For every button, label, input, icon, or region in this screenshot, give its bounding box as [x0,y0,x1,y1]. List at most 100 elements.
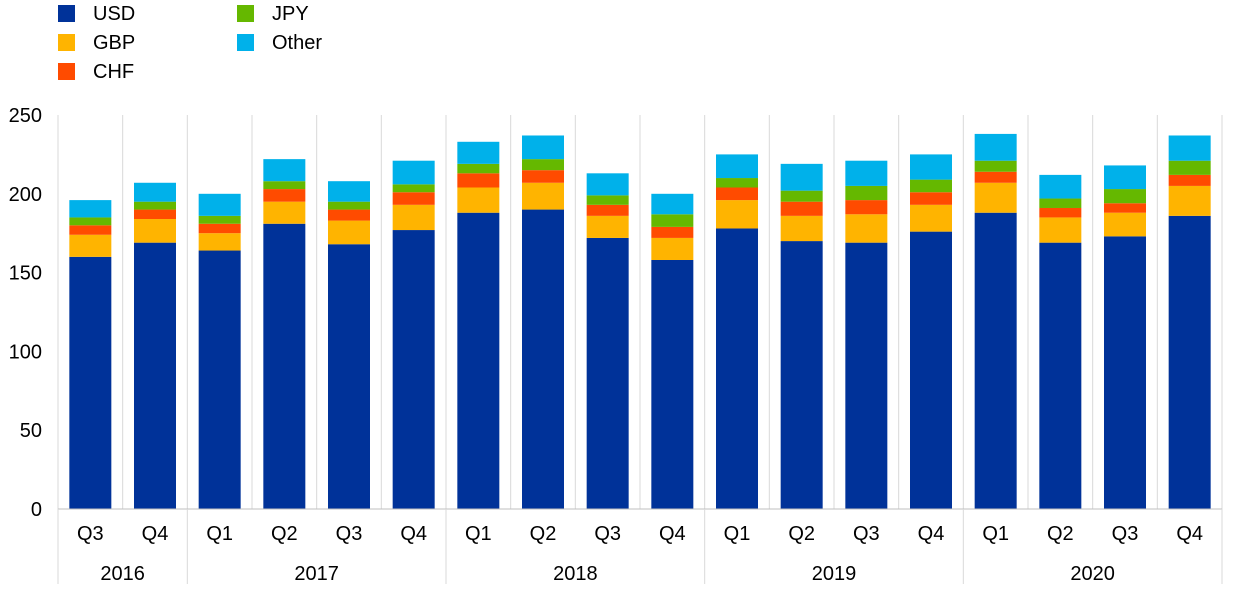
bar-group-4 [263,159,306,509]
bar-group-7 [457,141,500,509]
bar-segment-jpy [845,185,888,201]
bar-segment-usd [651,259,694,509]
x-tick-label-q4: Q4 [1176,523,1203,545]
bar-segment-other [69,200,112,218]
bar-segment-other [1168,135,1211,161]
bar-segment-other [134,182,176,202]
bar-segment-usd [910,231,952,509]
bar-segment-jpy [522,159,564,171]
bar-segment-jpy [1168,160,1211,175]
x-tick-label-q1: Q1 [724,523,751,545]
bar-segment-other [716,154,758,179]
legend-item-gbp: GBP [58,32,135,54]
bars [69,133,1211,510]
bar-segment-gbp [586,215,629,238]
bar-segment-other [1039,174,1082,199]
bar-segment-other [457,141,500,164]
bar-segment-gbp [522,182,564,210]
year-label-2020: 2020 [1070,563,1115,585]
bar-segment-jpy [910,179,952,193]
legend-label-other: Other [272,32,322,54]
bar-segment-usd [392,230,435,509]
bar-group-16 [1039,174,1082,509]
bar-segment-gbp [392,204,435,231]
bar-group-2 [134,182,176,509]
bar-segment-gbp [1168,185,1211,216]
bar-segment-jpy [263,181,306,190]
bar-segment-chf [1039,207,1082,218]
bar-segment-gbp [910,204,952,232]
legend-item-chf: CHF [58,61,134,83]
bar-group-15 [974,133,1017,509]
bar-group-1 [69,200,112,509]
bar-segment-jpy [780,190,823,202]
bar-segment-usd [198,250,241,509]
legend-label-gbp: GBP [93,32,135,54]
y-tick-label-0: 0 [31,499,42,521]
bar-segment-other [845,160,888,186]
bar-segment-usd [586,237,629,510]
x-tick-label-q4: Q4 [142,523,169,545]
x-tick-label-q4: Q4 [400,523,427,545]
bar-segment-usd [974,212,1017,509]
bar-segment-gbp [198,233,241,251]
bar-segment-other [198,193,241,216]
legend-label-chf: CHF [93,61,134,83]
legend-label-usd: USD [93,3,135,25]
bar-group-17 [1104,165,1146,510]
bar-segment-other [1104,165,1146,190]
bar-segment-usd [845,242,888,509]
x-axis: Q3 Q4 Q1 Q2 Q3 Q4 Q1 Q2 Q3 Q4 Q1 Q2 Q3 Q4 Q1 Q2 Q3 Q4 2016… [57,508,1223,585]
bar-segment-chf [198,223,241,234]
bar-segment-chf [651,226,694,238]
bar-segment-gbp [845,214,888,243]
bar-segment-gbp [1104,212,1146,237]
bar-segment-usd [716,228,758,510]
bar-segment-jpy [457,163,500,174]
bar-segment-gbp [457,187,500,213]
bar-segment-gbp [716,200,758,229]
bar-segment-usd [457,212,500,509]
x-tick-label-q2: Q2 [1047,523,1074,545]
x-tick-label-q4: Q4 [918,523,945,545]
x-tick-label-q3: Q3 [594,523,621,545]
bar-segment-chf [1104,203,1146,213]
bar-segment-other [910,154,952,180]
bar-segment-gbp [1039,217,1082,243]
bar-group-8 [522,135,564,509]
x-tick-label-q2: Q2 [530,523,557,545]
x-tick-label-q1: Q1 [206,523,233,545]
legend-swatch-jpy [237,5,254,22]
bar-segment-chf [134,209,176,220]
x-tick-label-q3: Q3 [1112,523,1139,545]
legend-item-other: Other [237,32,322,54]
year-label-2016: 2016 [100,563,145,585]
bar-group-10 [651,193,694,509]
x-tick-label-q2: Q2 [271,523,298,545]
bar-segment-chf [1168,174,1211,186]
bar-segment-other [586,173,629,196]
year-label-2018: 2018 [553,563,598,585]
bar-group-6 [392,160,435,509]
y-tick-label-100: 100 [9,341,42,363]
x-tick-label-q2: Q2 [788,523,815,545]
y-tick-label-200: 200 [9,184,42,206]
chart-grid [57,115,1223,509]
x-tick-label-q3: Q3 [336,523,363,545]
x-tick-label-q4: Q4 [659,523,686,545]
bar-group-14 [910,154,952,509]
x-tick-label-q1: Q1 [465,523,492,545]
bar-segment-chf [716,187,758,201]
x-tick-label-q1: Q1 [982,523,1009,545]
bar-segment-chf [392,192,435,205]
bar-segment-gbp [263,201,306,224]
bar-group-5 [328,181,370,509]
bar-segment-chf [974,171,1017,183]
bar-segment-usd [263,223,306,509]
bar-segment-chf [586,204,629,216]
bar-segment-other [651,193,694,215]
bar-segment-jpy [328,201,370,210]
bar-segment-other [780,163,823,191]
